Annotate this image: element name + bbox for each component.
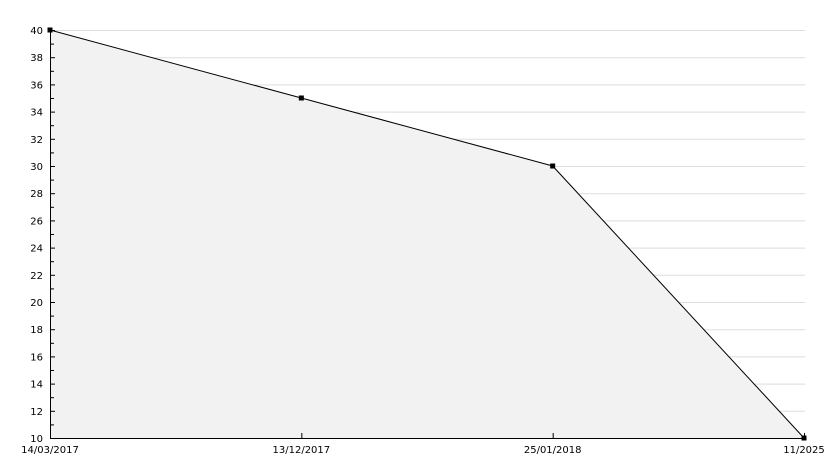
y-tick-label: 16 [30,352,43,363]
x-tick-label: 11/2025 [783,445,825,456]
data-point [801,435,807,441]
x-tick-label: 13/12/2017 [273,445,331,456]
y-tick-label: 36 [30,80,43,91]
y-tick-label: 30 [30,162,43,173]
y-tick-label: 40 [30,26,43,37]
series-line [49,29,805,439]
data-point [47,27,53,33]
x-tick-label: 25/01/2018 [524,445,582,456]
y-tick-label: 38 [30,53,43,64]
y-tick-label: 22 [30,271,43,282]
y-tick-label: 32 [30,135,43,146]
x-tick-label: 14/03/2017 [21,445,79,456]
y-tick-label: 34 [30,108,43,119]
y-tick-label: 18 [30,325,43,336]
data-point [550,163,556,169]
y-tick-label: 28 [30,189,43,200]
y-tick-label: 10 [30,434,43,445]
y-tick-label: 26 [30,216,43,227]
y-tick-label: 24 [30,244,43,255]
y-tick-label: 12 [30,407,43,418]
y-tick-label: 20 [30,298,43,309]
y-tick-label: 14 [30,380,43,391]
area-fill [50,30,804,438]
data-point [298,95,304,101]
